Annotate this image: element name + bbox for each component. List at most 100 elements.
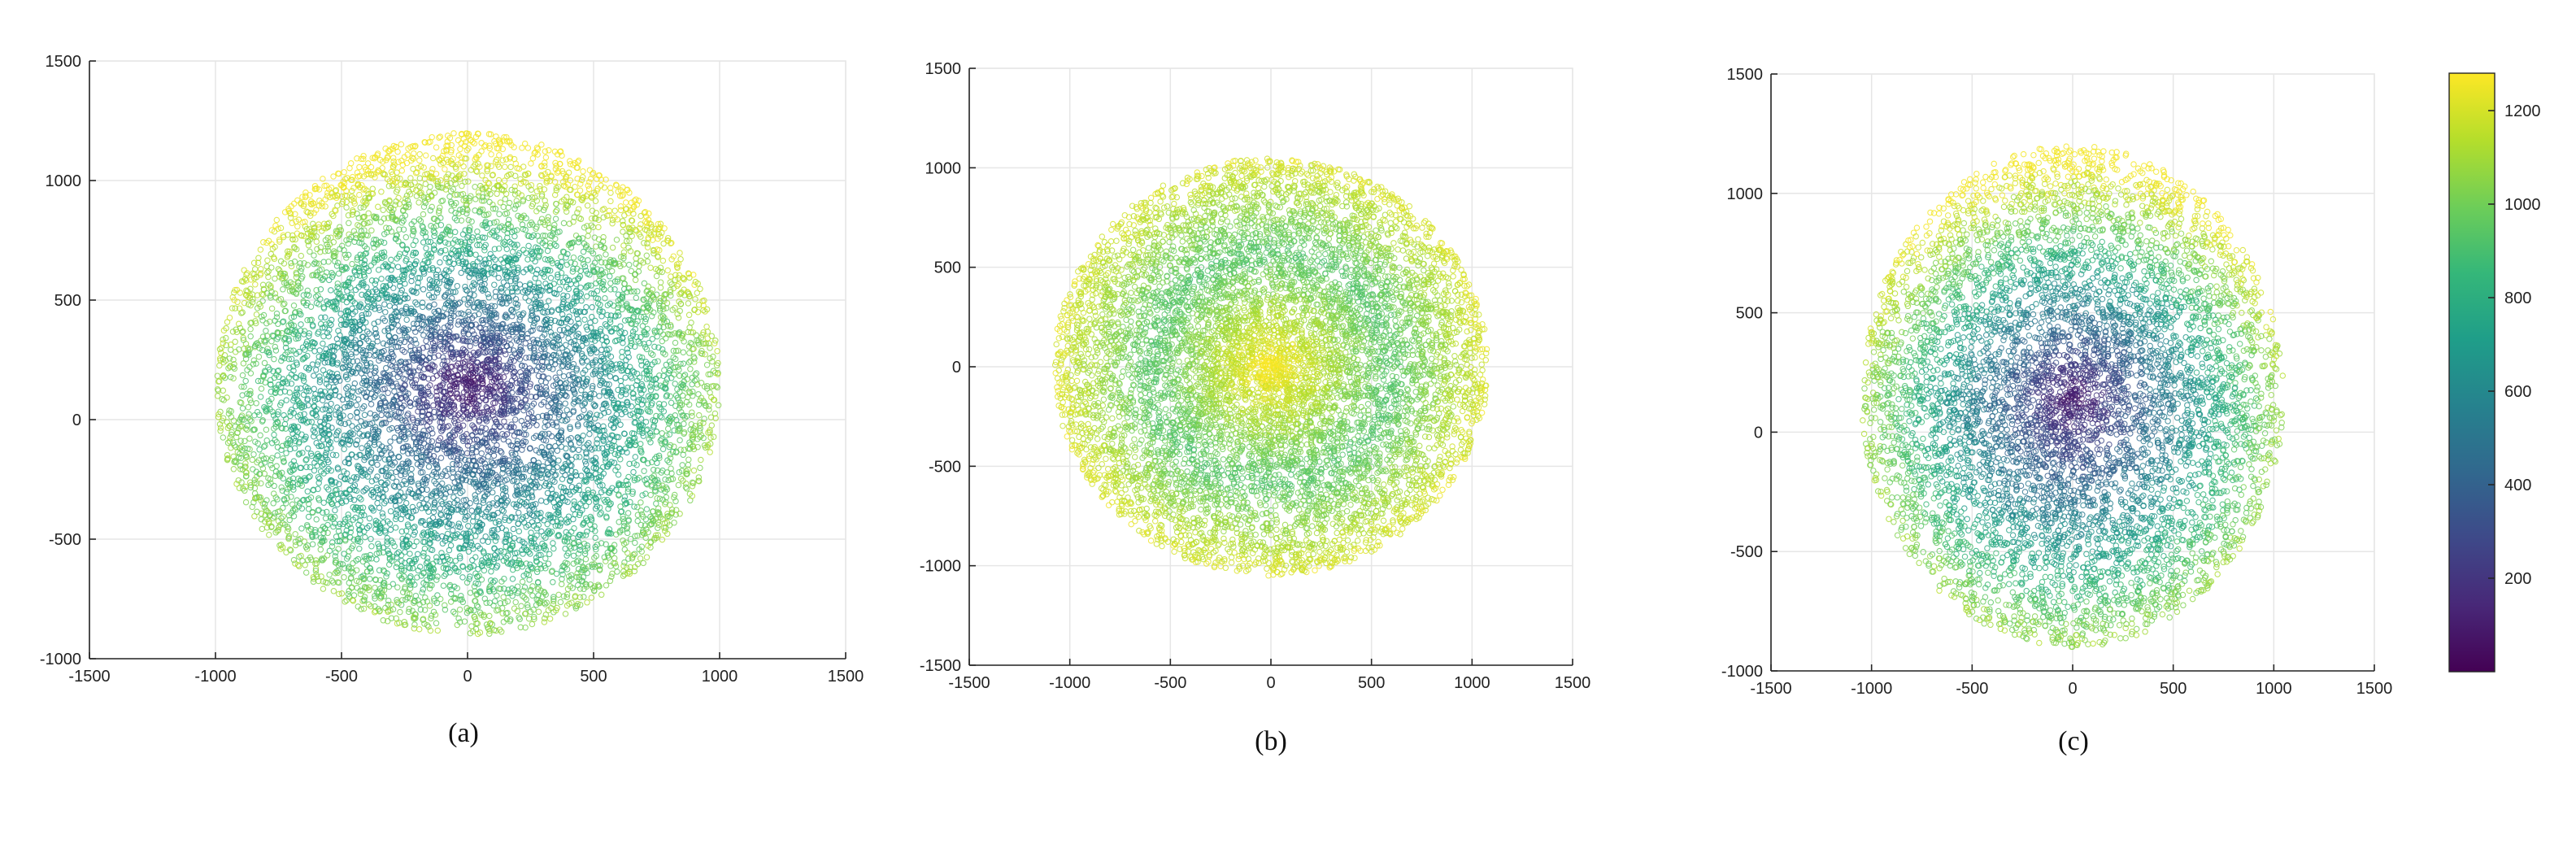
scatter-point bbox=[686, 457, 691, 462]
scatter-point bbox=[404, 317, 409, 322]
scatter-point bbox=[572, 525, 577, 530]
scatter-point bbox=[272, 483, 276, 488]
scatter-point bbox=[535, 233, 540, 238]
scatter-point bbox=[346, 581, 351, 586]
scatter-point bbox=[638, 500, 643, 505]
scatter-point bbox=[672, 372, 677, 377]
scatter-point bbox=[660, 258, 665, 263]
scatter-point bbox=[648, 440, 653, 445]
scatter-point bbox=[254, 401, 259, 406]
scatter-point bbox=[632, 369, 637, 374]
scatter-point bbox=[496, 275, 501, 280]
scatter-point bbox=[402, 550, 407, 555]
scatter-point bbox=[269, 339, 274, 344]
scatter-point bbox=[494, 593, 499, 598]
scatter-point bbox=[362, 412, 367, 417]
scatter-point bbox=[571, 536, 576, 541]
scatter-point bbox=[231, 418, 236, 423]
scatter-point bbox=[561, 374, 566, 379]
scatter-point bbox=[258, 433, 263, 438]
scatter-point bbox=[547, 616, 552, 621]
scatter-point bbox=[466, 217, 471, 222]
scatter-point bbox=[635, 561, 640, 566]
scatter-point bbox=[375, 474, 380, 479]
scatter-point bbox=[403, 235, 408, 240]
scatter-point bbox=[526, 243, 531, 248]
scatter-point bbox=[395, 264, 400, 269]
scatter-point bbox=[608, 198, 613, 203]
scatter-point bbox=[557, 370, 562, 375]
scatter-point bbox=[563, 401, 568, 406]
scatter-point bbox=[716, 403, 720, 407]
scatter-point bbox=[336, 546, 341, 551]
scatter-point bbox=[585, 294, 590, 298]
scatter-point bbox=[441, 583, 446, 588]
scatter-point bbox=[308, 304, 313, 309]
scatter-point bbox=[573, 472, 578, 477]
scatter-point bbox=[516, 510, 521, 515]
scatter-point bbox=[557, 287, 562, 292]
scatter-point bbox=[571, 255, 576, 260]
scatter-point bbox=[272, 356, 276, 361]
scatter-point bbox=[314, 239, 319, 244]
scatter-point bbox=[451, 131, 456, 136]
scatter-point bbox=[357, 495, 362, 500]
scatter-point bbox=[438, 455, 443, 460]
scatter-point bbox=[516, 615, 521, 620]
scatter-point bbox=[544, 304, 549, 309]
scatter-point bbox=[538, 499, 543, 503]
scatter-point bbox=[672, 381, 677, 386]
scatter-point bbox=[598, 512, 603, 516]
scatter-point bbox=[376, 268, 381, 272]
scatter-point bbox=[641, 560, 646, 565]
scatter-point bbox=[420, 211, 425, 216]
scatter-point bbox=[426, 464, 431, 469]
scatter-point bbox=[486, 295, 491, 300]
scatter-point bbox=[450, 528, 455, 533]
scatter-point bbox=[607, 374, 612, 379]
scatter-point bbox=[587, 432, 592, 437]
scatter-point bbox=[585, 258, 590, 263]
scatter-point bbox=[391, 285, 396, 290]
scatter-point bbox=[503, 424, 508, 429]
scatter-point bbox=[324, 403, 329, 407]
scatter-point bbox=[314, 368, 319, 372]
scatter-point bbox=[655, 525, 660, 530]
scatter-point bbox=[581, 249, 585, 254]
scatter-point bbox=[546, 298, 551, 303]
scatter-point bbox=[258, 394, 263, 399]
scatter-point bbox=[625, 511, 630, 516]
scatter-point bbox=[397, 329, 402, 333]
scatter-point bbox=[594, 437, 599, 442]
scatter-point bbox=[247, 436, 252, 441]
scatter-point bbox=[318, 547, 323, 552]
scatter-point bbox=[317, 348, 322, 353]
scatter-point bbox=[284, 398, 289, 403]
scatter-point bbox=[420, 587, 425, 592]
scatter-point bbox=[375, 462, 380, 467]
scatter-point bbox=[473, 555, 478, 559]
scatter-point bbox=[501, 204, 506, 209]
scatter-point bbox=[424, 153, 429, 158]
scatter-point bbox=[411, 626, 416, 631]
scatter-point bbox=[553, 209, 558, 214]
scatter-point bbox=[338, 311, 343, 316]
scatter-point bbox=[582, 317, 587, 322]
scatter-point bbox=[349, 161, 354, 166]
scatter-point bbox=[543, 556, 548, 561]
scatter-point bbox=[571, 553, 576, 558]
scatter-point bbox=[558, 599, 563, 604]
scatter-point bbox=[584, 503, 589, 508]
scatter-point bbox=[687, 350, 692, 355]
scatter-point bbox=[306, 514, 311, 519]
scatter-point bbox=[622, 547, 627, 552]
scatter-point bbox=[511, 526, 516, 531]
scatter-point bbox=[588, 320, 593, 325]
scatter-point bbox=[503, 197, 507, 202]
scatter-point bbox=[392, 389, 397, 394]
scatter-point bbox=[471, 519, 476, 524]
scatter-point bbox=[610, 268, 615, 273]
scatter-point bbox=[479, 149, 484, 154]
scatter-point bbox=[240, 406, 245, 411]
scatter-point bbox=[231, 467, 236, 472]
